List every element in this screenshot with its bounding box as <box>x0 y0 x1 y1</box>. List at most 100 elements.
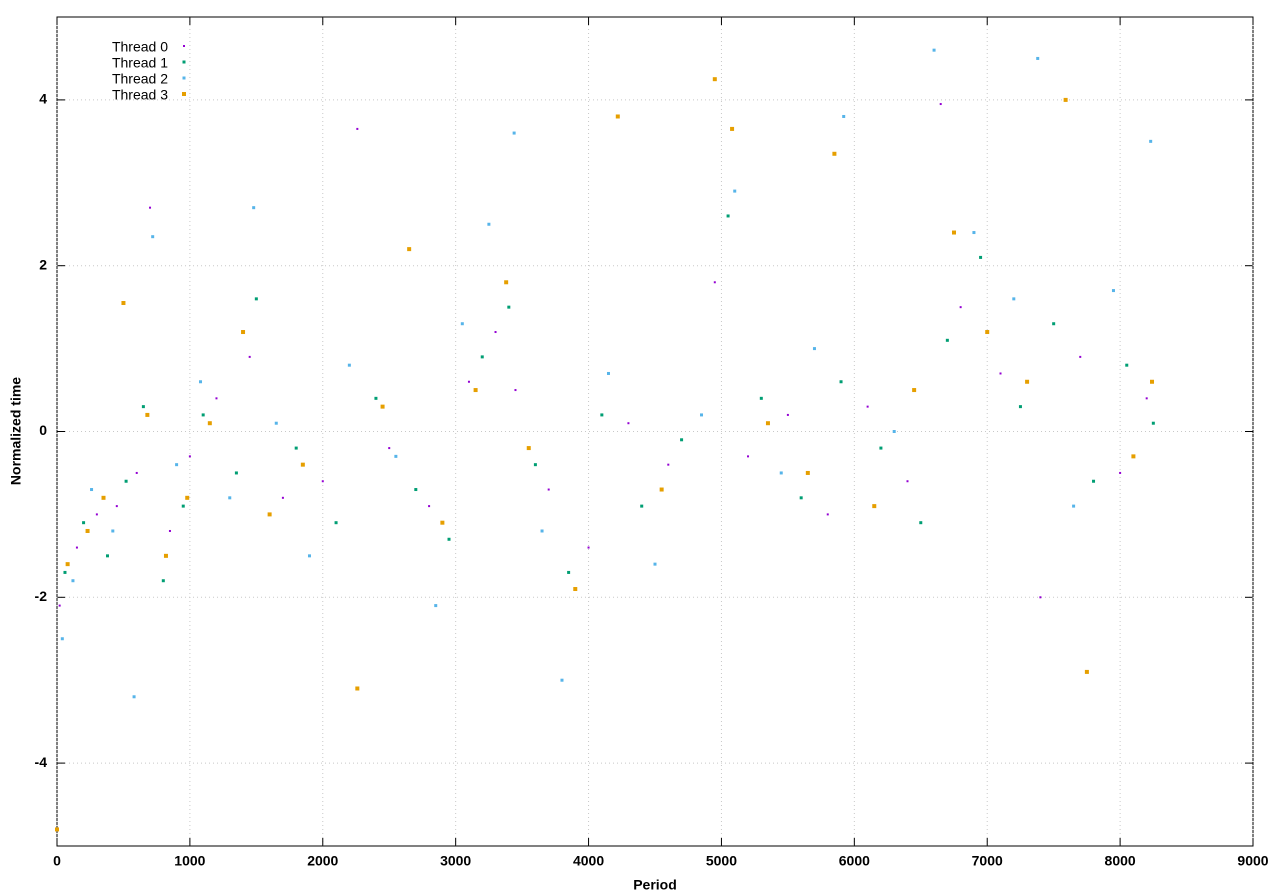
point <box>487 222 491 226</box>
point <box>181 504 185 508</box>
point <box>188 455 191 458</box>
point <box>1039 596 1042 599</box>
point <box>999 372 1002 375</box>
point <box>1125 363 1129 367</box>
x-tick-label: 9000 <box>1237 853 1268 869</box>
point <box>507 305 511 309</box>
point <box>972 231 976 235</box>
x-tick-label: 1000 <box>174 853 205 869</box>
point <box>1119 471 1122 474</box>
point <box>388 447 391 450</box>
point <box>267 512 272 517</box>
point <box>1052 322 1056 326</box>
point <box>274 421 278 425</box>
point <box>105 554 109 558</box>
point <box>347 363 351 367</box>
point <box>71 579 75 583</box>
point <box>979 255 983 259</box>
point <box>747 455 750 458</box>
point <box>55 827 59 832</box>
point <box>447 537 451 541</box>
point <box>842 114 846 118</box>
point <box>95 513 98 516</box>
point <box>254 297 258 301</box>
x-tick-label: 4000 <box>573 853 604 869</box>
point <box>115 505 118 508</box>
point <box>985 330 990 335</box>
legend-label: Thread 1 <box>112 55 168 71</box>
point <box>307 554 311 558</box>
x-tick-label: 5000 <box>706 853 737 869</box>
point <box>201 413 205 417</box>
point <box>75 546 78 549</box>
point <box>939 103 942 106</box>
point <box>540 529 544 533</box>
point <box>1079 355 1082 358</box>
point <box>321 480 324 483</box>
point <box>1063 97 1068 102</box>
point <box>1036 56 1040 60</box>
point <box>185 495 190 500</box>
point <box>1012 297 1016 301</box>
point <box>161 579 165 583</box>
point <box>65 562 70 567</box>
point <box>919 521 923 525</box>
point <box>151 235 155 239</box>
point <box>135 471 138 474</box>
point <box>175 463 179 467</box>
point <box>1084 669 1089 674</box>
point <box>494 331 497 334</box>
point <box>163 553 168 558</box>
point <box>567 570 571 574</box>
y-tick-label: 0 <box>39 422 47 438</box>
x-axis-title: Period <box>633 877 677 893</box>
point <box>428 505 431 508</box>
y-tick-label: 4 <box>39 91 47 107</box>
point <box>514 389 517 392</box>
point <box>653 562 657 566</box>
point <box>121 301 126 306</box>
point <box>826 513 829 516</box>
point <box>434 604 438 608</box>
legend-label: Thread 3 <box>112 87 168 103</box>
point <box>1145 397 1148 400</box>
x-tick-label: 6000 <box>839 853 870 869</box>
point <box>480 355 484 359</box>
point <box>606 371 610 375</box>
point <box>945 338 949 342</box>
point <box>533 463 537 467</box>
point <box>145 412 150 417</box>
legend-marker <box>182 92 186 96</box>
point <box>124 479 128 483</box>
point <box>1025 379 1030 384</box>
point <box>141 405 145 409</box>
x-tick-label: 3000 <box>440 853 471 869</box>
point <box>712 77 717 82</box>
point <box>63 570 67 574</box>
point <box>892 430 896 433</box>
point <box>765 421 770 426</box>
point <box>1018 405 1022 409</box>
x-tick-label: 7000 <box>972 853 1003 869</box>
point <box>394 454 398 458</box>
point <box>241 330 246 335</box>
point <box>1092 479 1096 483</box>
point <box>85 528 90 533</box>
point <box>440 520 445 525</box>
point <box>228 496 232 500</box>
point <box>467 380 470 383</box>
legend-label: Thread 2 <box>112 71 168 87</box>
x-tick-label: 2000 <box>307 853 338 869</box>
x-tick-label: 8000 <box>1105 853 1136 869</box>
point <box>1149 139 1153 143</box>
point <box>215 397 218 400</box>
point <box>334 521 338 525</box>
legend-marker <box>182 60 186 64</box>
point <box>60 637 64 641</box>
point <box>587 546 590 549</box>
point <box>667 463 670 466</box>
point <box>149 206 152 209</box>
point <box>414 488 418 492</box>
point <box>680 438 684 442</box>
